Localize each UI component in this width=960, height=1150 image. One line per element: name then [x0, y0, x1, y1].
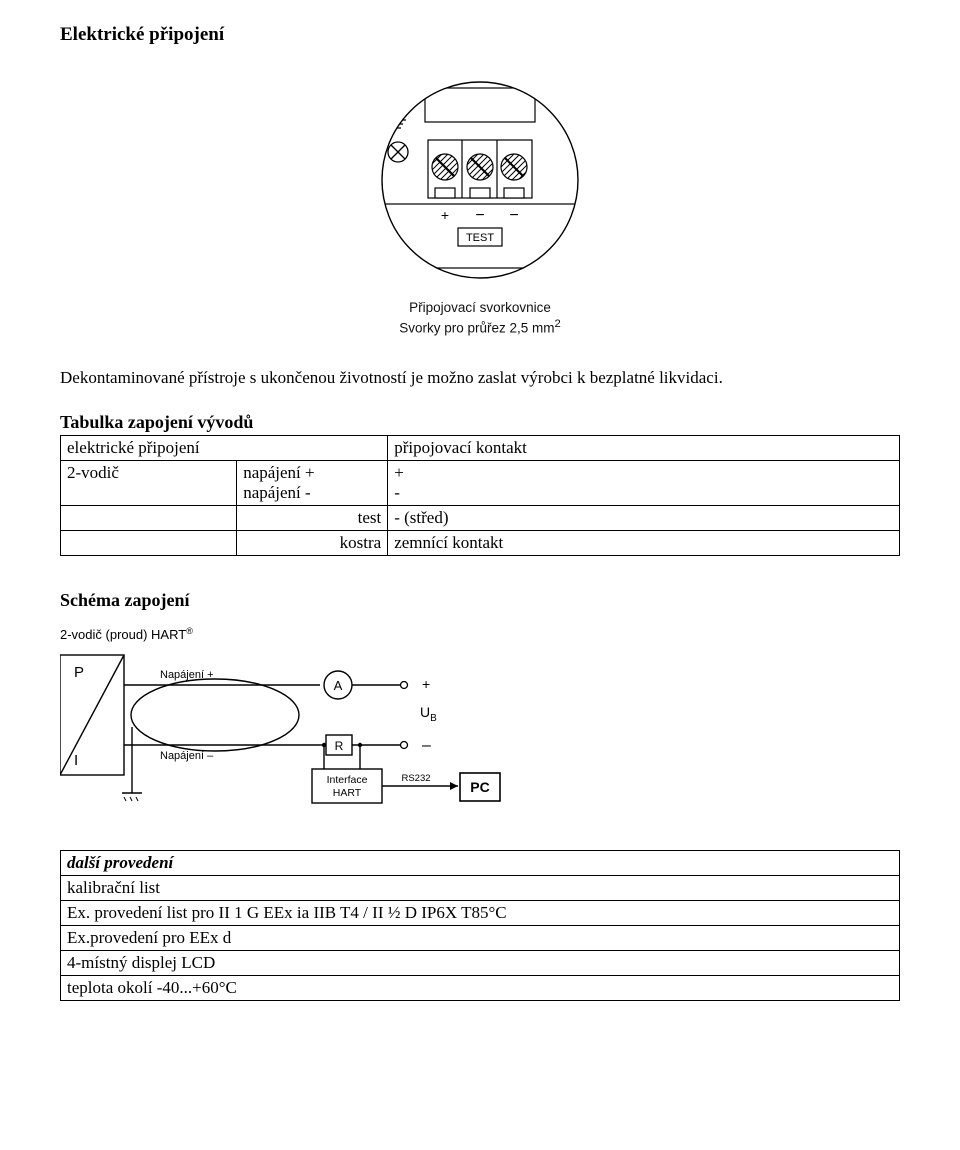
table-row: kalibrační list	[61, 875, 900, 900]
variants-table: další provedení kalibrační list Ex. prov…	[60, 850, 900, 1001]
rs232-label: RS232	[401, 773, 430, 784]
terminal-figure: + − − TEST Připojovací svorkovnice Svork…	[60, 70, 900, 338]
table-row: elektrické připojení připojovací kontakt	[61, 435, 900, 460]
fig1-caption-line1: Připojovací svorkovnice	[409, 300, 551, 315]
test-label: TEST	[466, 232, 494, 244]
plus-sign: +	[422, 676, 430, 692]
fig1-caption-sup: 2	[555, 318, 561, 330]
cell: + -	[388, 460, 900, 505]
ammeter-label: A	[334, 678, 343, 693]
cell: elektrické připojení	[61, 435, 388, 460]
i-label: I	[74, 752, 78, 769]
cell	[61, 505, 237, 530]
cell: teplota okolí -40...+60°C	[61, 975, 900, 1000]
cell: 2-vodič	[61, 460, 237, 505]
nap-plus-label: Napájení +	[160, 669, 214, 681]
table-row: Ex.provedení pro EEx d	[61, 925, 900, 950]
cell: napájení + napájení -	[237, 460, 388, 505]
fig1-caption: Připojovací svorkovnice Svorky pro průře…	[60, 299, 900, 338]
disposal-note: Dekontaminované přístroje s ukončenou ži…	[60, 368, 900, 388]
cell-line: napájení +	[243, 463, 314, 482]
section-title: Elektrické připojení	[60, 24, 900, 46]
plus-label: +	[441, 207, 449, 223]
cell: Ex.provedení pro EEx d	[61, 925, 900, 950]
r-label: R	[335, 739, 344, 753]
nap-minus-label: Napájení –	[160, 750, 214, 762]
connection-table-title: Tabulka zapojení vývodů	[60, 412, 900, 433]
cell: kostra	[237, 530, 388, 555]
minus-sign: –	[422, 737, 431, 754]
table-row: test - (střed)	[61, 505, 900, 530]
cell: - (střed)	[388, 505, 900, 530]
ub-label: UB	[420, 704, 437, 724]
cell: 4-místný displej LCD	[61, 950, 900, 975]
cell: kalibrační list	[61, 875, 900, 900]
table-row: teplota okolí -40...+60°C	[61, 975, 900, 1000]
table-row: Ex. provedení list pro II 1 G EEx ia IIB…	[61, 900, 900, 925]
cell: další provedení	[61, 850, 900, 875]
connection-table: elektrické připojení připojovací kontakt…	[60, 435, 900, 556]
wiring-svg: 2-vodič (proud) HART® P I Napájení + Nap…	[60, 625, 580, 815]
table-row: kostra zemnící kontakt	[61, 530, 900, 555]
table-row: 4-místný displej LCD	[61, 950, 900, 975]
wiring-figure: 2-vodič (proud) HART® P I Napájení + Nap…	[60, 625, 900, 820]
pc-label: PC	[470, 779, 489, 795]
minus-label-2: −	[509, 207, 518, 224]
hart-label: 2-vodič (proud) HART®	[60, 626, 193, 642]
iface-line2: HART	[333, 787, 362, 799]
iface-line1: Interface	[327, 774, 368, 786]
p-label: P	[74, 664, 84, 681]
minus-label: −	[475, 207, 484, 224]
schema-title: Schéma zapojení	[60, 590, 900, 611]
cell: zemnící kontakt	[388, 530, 900, 555]
fig1-caption-line2: Svorky pro průřez 2,5 mm	[399, 321, 554, 336]
cell: test	[237, 505, 388, 530]
cell-line: -	[394, 483, 400, 502]
table-row: další provedení	[61, 850, 900, 875]
terminal-svg: + − − TEST	[340, 70, 620, 290]
table-row: 2-vodič napájení + napájení - + -	[61, 460, 900, 505]
cell	[61, 530, 237, 555]
cell-line: napájení -	[243, 483, 311, 502]
cell: Ex. provedení list pro II 1 G EEx ia IIB…	[61, 900, 900, 925]
cell: připojovací kontakt	[388, 435, 900, 460]
cell-line: +	[394, 463, 404, 482]
